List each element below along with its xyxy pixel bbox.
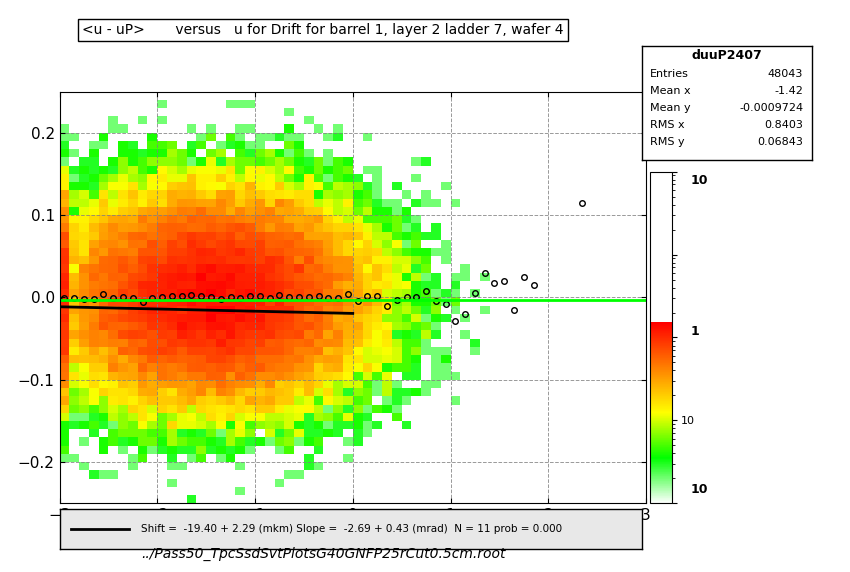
Text: Shift =  -19.40 + 2.29 (mkm) Slope =  -2.69 + 0.43 (mrad)  N = 11 prob = 0.000: Shift = -19.40 + 2.29 (mkm) Slope = -2.6… xyxy=(141,524,562,534)
Text: 10: 10 xyxy=(690,174,708,186)
Text: Mean y: Mean y xyxy=(650,103,691,113)
Text: duuP2407: duuP2407 xyxy=(691,49,762,62)
Text: 10: 10 xyxy=(690,483,708,495)
Text: Entries: Entries xyxy=(650,69,689,78)
Text: -0.0009724: -0.0009724 xyxy=(740,103,803,113)
Text: 48043: 48043 xyxy=(768,69,803,78)
Text: RMS x: RMS x xyxy=(650,120,685,130)
Text: -1.42: -1.42 xyxy=(774,86,803,96)
Text: ../Pass50_TpcSsdSvtPlotsG40GNFP25rCut0.5cm.root: ../Pass50_TpcSsdSvtPlotsG40GNFP25rCut0.5… xyxy=(141,546,505,561)
Text: Mean x: Mean x xyxy=(650,86,691,96)
Text: 0.8403: 0.8403 xyxy=(764,120,803,130)
Text: 0.06843: 0.06843 xyxy=(757,137,803,147)
Text: RMS y: RMS y xyxy=(650,137,685,147)
Text: <u - uP>       versus   u for Drift for barrel 1, layer 2 ladder 7, wafer 4: <u - uP> versus u for Drift for barrel 1… xyxy=(82,23,564,37)
Text: 1: 1 xyxy=(690,325,699,338)
